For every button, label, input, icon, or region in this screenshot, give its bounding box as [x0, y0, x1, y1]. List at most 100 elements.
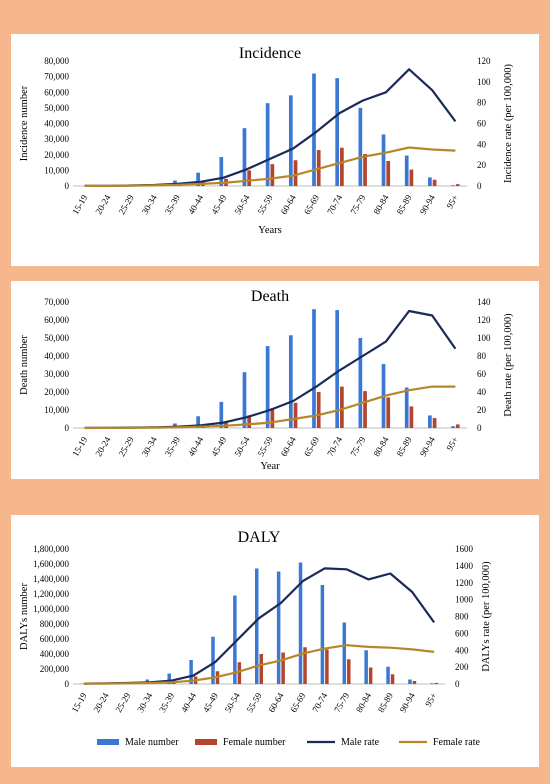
x-tick-label: 90-94: [418, 193, 437, 217]
y2-tick-label: 20: [477, 160, 487, 170]
x-tick-label: 40-44: [186, 193, 205, 217]
x-tick-label: 20-24: [93, 193, 112, 217]
male-number-bar: [404, 387, 409, 428]
x-tick-label: 35-39: [163, 193, 182, 217]
male-number-bar: [430, 683, 434, 684]
male-number-bar: [196, 172, 200, 186]
y-axis-title: DALYs number: [19, 583, 30, 650]
y-tick-label: 600,000: [40, 634, 70, 644]
x-tick-label: 85-89: [395, 193, 414, 217]
x-tick-label: 40-44: [186, 435, 205, 459]
y-axis-title: Incidence number: [19, 85, 30, 161]
legend-male-rate-label: Male rate: [341, 737, 380, 748]
y-tick-label: 20,000: [44, 387, 69, 397]
male-rate-line: [84, 309, 457, 429]
x-tick-label: 45-49: [209, 193, 228, 217]
y2-tick-label: 120: [477, 315, 491, 325]
female-number-bar: [409, 406, 414, 428]
x-tick-label: 90-94: [418, 435, 437, 459]
x-tick-label: 30-34: [140, 193, 159, 217]
daly-panel: DALY 0 200,000 400,000 600,000 800,000 1,000,0…: [11, 515, 539, 767]
y-tick-label: 0: [65, 181, 70, 191]
y-tick-label: 70,000: [44, 72, 69, 82]
male-number-bar: [428, 177, 432, 186]
y2-tick-label: 60: [477, 369, 487, 379]
y-tick-label: 20,000: [44, 150, 69, 160]
male-number-bar: [408, 679, 412, 684]
y2-axis-title: Death rate (per 100,000): [503, 313, 514, 417]
female-number-bar: [455, 184, 460, 186]
male-number-bar: [335, 310, 340, 428]
x-tick-label: 70-74: [325, 193, 344, 217]
x-tick-label: 45-49: [209, 435, 228, 459]
y-tick-label: 200,000: [40, 664, 70, 674]
x-tick-label: 55-59: [256, 193, 275, 217]
y-tick-label: 1,400,000: [33, 574, 70, 584]
x-tick-label: 50-54: [232, 435, 251, 459]
male-number-bar: [335, 78, 340, 186]
y2-tick-label: 1000: [455, 595, 474, 605]
male-number-bar: [196, 416, 200, 428]
male-number-bar: [364, 650, 368, 684]
male-number-bar: [242, 372, 247, 428]
male-number-bar: [451, 426, 455, 428]
male-number-bar: [312, 309, 316, 428]
female-number-bar: [316, 392, 321, 428]
x-tick-label: 25-29: [117, 193, 136, 217]
male-number-bar: [298, 562, 303, 684]
chart-title: DALY: [238, 529, 281, 546]
male-number-bar: [312, 73, 316, 186]
male-number-bar: [276, 571, 281, 684]
y-tick-label: 1,800,000: [33, 544, 70, 554]
y2-tick-label: 400: [455, 645, 469, 655]
y-tick-label: 50,000: [44, 333, 69, 343]
female-number-bar: [368, 667, 373, 684]
y-tick-label: 400,000: [40, 649, 70, 659]
legend-male-number-swatch: [97, 739, 119, 745]
female-number-bar: [270, 408, 275, 428]
daly-chart: DALY 0 200,000 400,000 600,000 800,000 1,000,0…: [19, 529, 492, 748]
male-number-bar: [404, 155, 409, 186]
legend: Male number Female number Male rate Female …: [97, 737, 480, 748]
y2-tick-label: 200: [455, 662, 469, 672]
y2-tick-label: 1200: [455, 578, 474, 588]
y2-tick-label: 100: [477, 77, 491, 87]
female-number-bar: [340, 147, 344, 186]
x-tick-label: 65-69: [302, 193, 321, 217]
female-number-bar: [293, 402, 298, 428]
male-number-bar: [288, 335, 293, 428]
female-number-bar: [347, 659, 351, 684]
incidence-chart: Incidence 0 10,000 20,000 30,000 40,000 50,000…: [19, 45, 514, 236]
legend-female-rate-label: Female rate: [433, 737, 480, 748]
female-number-bar: [455, 424, 460, 428]
x-tick-label: 50-54: [232, 193, 251, 217]
x-tick-label: 95+: [423, 691, 439, 708]
x-tick-label: 95+: [444, 435, 460, 452]
female-number-bar: [432, 418, 437, 428]
female-number-bar: [340, 386, 344, 428]
x-tick-label: 30-34: [135, 691, 154, 715]
male-number-bar: [381, 134, 386, 186]
x-tick-label: 60-64: [279, 193, 298, 217]
male-number-bar: [219, 401, 224, 428]
y-tick-label: 40,000: [44, 351, 69, 361]
male-number-bar: [358, 338, 363, 428]
male-rate-line: [84, 68, 457, 187]
legend-female-number-swatch: [195, 739, 217, 745]
male-number-bar: [189, 660, 193, 684]
chart-title: Incidence: [239, 45, 301, 62]
x-axis-title: Years: [258, 225, 281, 236]
x-axis-title: Year: [260, 461, 280, 472]
female-rate-line: [84, 385, 456, 430]
y-tick-label: 50,000: [44, 103, 69, 113]
x-tick-label: 20-24: [93, 435, 112, 459]
chart-title: Death: [251, 288, 289, 305]
x-tick-label: 65-69: [288, 691, 307, 715]
female-number-bar: [390, 674, 395, 684]
female-number-bar: [237, 662, 242, 684]
x-tick-label: 15-19: [70, 435, 89, 459]
male-number-bar: [265, 346, 270, 428]
male-number-bar: [242, 128, 247, 186]
y-tick-label: 30,000: [44, 369, 69, 379]
y-tick-label: 1,200,000: [33, 589, 70, 599]
